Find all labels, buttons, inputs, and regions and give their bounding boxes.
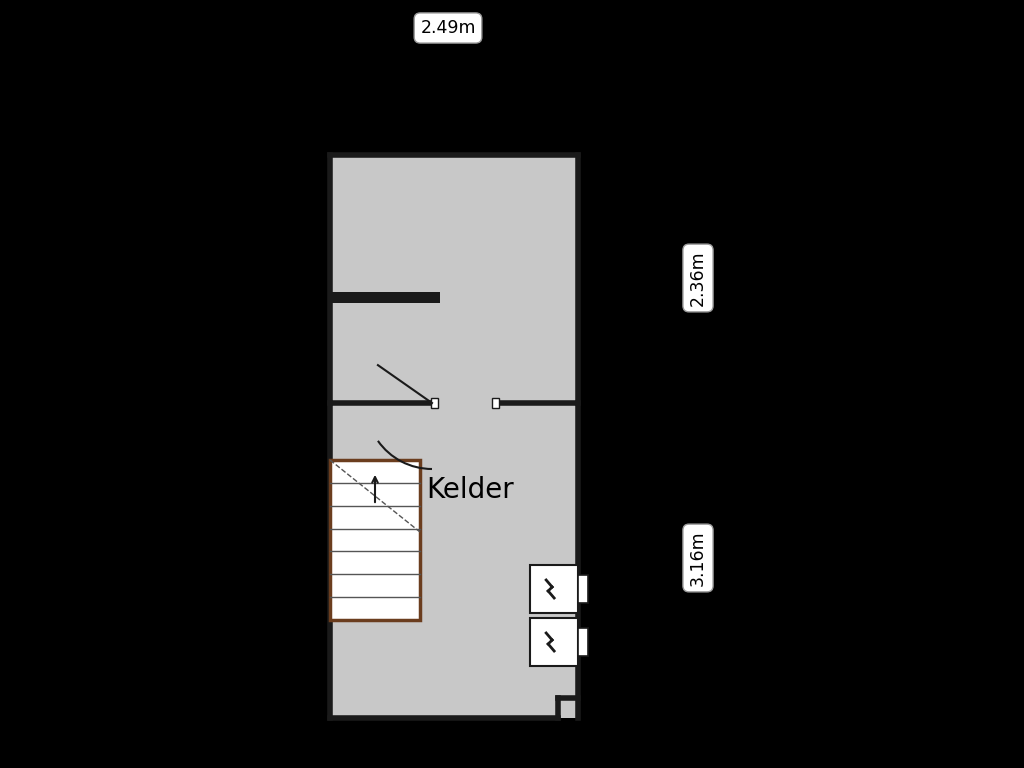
Text: 2.49m: 2.49m (420, 19, 476, 37)
Text: 2.36m: 2.36m (689, 250, 707, 306)
Bar (431, 398, 438, 408)
Bar (330, 292, 440, 303)
Bar (492, 398, 499, 408)
Bar (578, 575, 588, 603)
Bar (330, 460, 420, 620)
Text: 3.16m: 3.16m (689, 530, 707, 586)
Text: Kelder: Kelder (426, 476, 514, 504)
Bar (530, 618, 578, 666)
Bar (530, 565, 578, 613)
Bar (330, 155, 578, 403)
Bar (578, 628, 588, 656)
Bar (330, 460, 420, 620)
Bar (330, 403, 578, 718)
Bar (432, 400, 498, 406)
